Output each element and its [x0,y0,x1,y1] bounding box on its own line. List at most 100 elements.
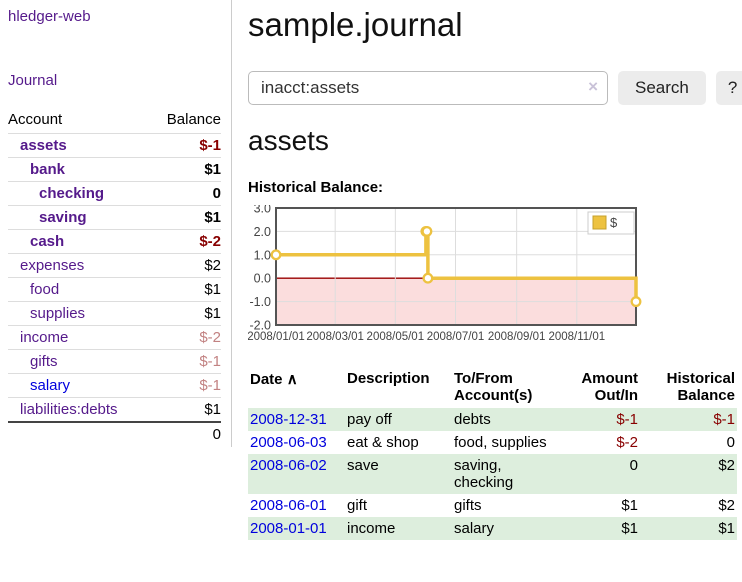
sidebar-account-link-salary[interactable]: salary [30,377,71,394]
transaction-amount: $-1 [616,411,638,429]
account-row: liabilities:debts $1 [8,397,221,422]
x-tick-label: 2008/07/01 [427,331,485,343]
y-tick-label: 3.0 [254,205,271,216]
account-balance: $1 [150,397,221,422]
column-header-amount: Amount Out/In [581,370,638,405]
column-header-balance: Historical Balance [666,370,735,405]
sidebar-account-link-expenses[interactable]: expenses [20,257,85,274]
register-row: 2008-01-01 income salary $1 $1 [248,517,737,541]
chart-title: Historical Balance: [248,179,384,197]
data-point [270,249,282,261]
accounts-table-header: Account Balance [8,107,221,134]
account-row: assets $-1 [8,133,221,158]
transaction-date-link[interactable]: 2008-06-03 [250,434,327,452]
account-row: cash $-2 [8,229,221,254]
y-tick-label: 1.0 [254,249,271,263]
x-tick-label: 2008/11/01 [548,331,605,343]
transaction-balance: $2 [718,497,735,515]
legend-swatch [592,215,607,230]
sidebar-account-link-liabilities-debts[interactable]: liabilities:debts [20,401,118,418]
brand-link[interactable]: hledger-web [8,8,91,25]
transaction-accounts: gifts [454,497,482,515]
search-input[interactable] [248,71,608,106]
account-row: checking 0 [8,181,221,206]
search-button[interactable]: Search [618,71,706,106]
help-button[interactable]: ? [715,71,742,106]
transaction-accounts: food, supplies [454,434,547,452]
transaction-date-link[interactable]: 2008-06-01 [250,497,327,515]
account-balance: $1 [150,205,221,230]
register-table-body: 2008-12-31 pay off debts $-1 $-1 2008-06-03 ea… [248,408,737,541]
register-header-row: Date ∧ Description To/From Account(s) Am… [248,368,737,408]
plot-border [275,207,637,327]
register-row: 2008-06-01 gift gifts $1 $2 [248,494,737,517]
account-balance: $-1 [150,133,221,158]
data-point [422,272,434,284]
account-balance: $-1 [150,349,221,374]
sort-ascending-icon: ∧ [286,371,298,389]
transaction-balance: 0 [726,434,735,452]
y-tick-label: -2.0 [249,319,271,333]
account-row: expenses $2 [8,253,221,278]
transaction-amount: $1 [621,520,638,538]
transaction-date-link[interactable]: 2008-06-02 [250,457,327,475]
data-point [421,226,433,238]
register-row: 2008-06-02 save saving, checking 0 $2 [248,454,737,495]
account-balance: $-2 [150,229,221,254]
sidebar-account-link-income[interactable]: income [20,329,69,346]
column-header-date[interactable]: Date ∧ [250,371,298,389]
transaction-description: income [347,520,396,538]
account-heading: assets [248,125,329,157]
accounts-total-row: 0 [8,421,221,446]
transaction-accounts: salary [454,520,495,538]
account-balance: $1 [150,277,221,302]
account-column-header: Account [8,111,63,128]
column-header-accounts: To/From Account(s) [454,370,533,405]
column-header-description: Description [347,370,430,388]
sidebar-account-link-supplies[interactable]: supplies [30,305,86,322]
transaction-balance: $-1 [713,411,735,429]
account-row: salary $-1 [8,373,221,398]
search-input-wrap: × [248,71,608,106]
page: hledger-web Journal Account Balance asse… [8,0,742,541]
transaction-amount: $-2 [616,434,638,452]
transaction-date-link[interactable]: 2008-12-31 [250,411,327,429]
page-title: sample.journal [248,6,463,43]
x-tick-label: 2008/05/01 [367,331,425,343]
transaction-description: eat & shop [347,434,419,452]
sidebar-account-link-saving[interactable]: saving [39,209,87,226]
sidebar-item-journal[interactable]: Journal [8,72,58,89]
sidebar-account-link-checking[interactable]: checking [39,185,105,202]
account-balance: $-1 [150,373,221,398]
accounts-table-body: assets $-1 bank $1 checking 0 saving $1 cash $-2 e… [8,133,221,446]
account-balance: $1 [150,157,221,182]
account-row: bank $1 [8,157,221,182]
account-balance: $2 [150,253,221,278]
sidebar-account-link-assets[interactable]: assets [20,137,67,154]
register-row: 2008-06-03 eat & shop food, supplies $-2 0 [248,431,737,454]
main-content: sample.journal × Search ? assets Histori… [232,0,742,541]
balance-column-header: Balance [166,111,221,128]
historical-balance-chart: 3.0 2.0 1.0 0.0 -1.0 -2.0 2008/01/01 2008/03/01… [247,202,742,351]
search-form: × Search ? [248,71,742,106]
transaction-amount: $1 [621,497,638,515]
y-tick-label: 2.0 [254,225,271,239]
account-row: gifts $-1 [8,349,221,374]
account-row: food $1 [8,277,221,302]
sidebar-account-link-cash[interactable]: cash [30,233,65,250]
transaction-date-link[interactable]: 2008-01-01 [250,520,327,538]
y-tick-label: 0.0 [254,272,271,286]
sidebar-account-link-bank[interactable]: bank [30,161,66,178]
data-point [630,296,642,308]
sidebar-account-link-gifts[interactable]: gifts [30,353,58,370]
account-row: saving $1 [8,205,221,230]
sidebar-account-link-food[interactable]: food [30,281,60,298]
transaction-description: save [347,457,379,475]
transaction-balance: $2 [718,457,735,475]
transaction-balance: $1 [718,520,735,538]
account-row: income $-2 [8,325,221,350]
account-balance: $1 [150,301,221,326]
transaction-description: gift [347,497,368,515]
clear-search-icon[interactable]: × [588,77,598,97]
